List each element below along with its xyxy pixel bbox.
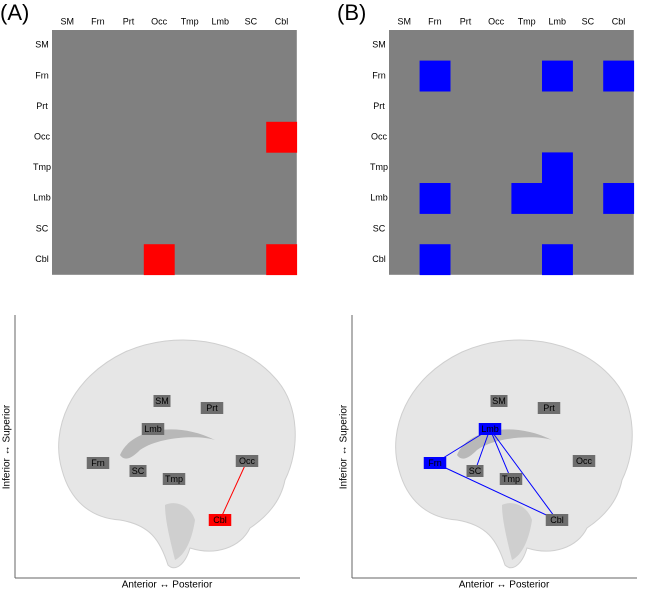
row-label: Frn [372, 70, 386, 80]
column-label: Lmb [549, 16, 567, 26]
matrix-background [52, 30, 297, 275]
y-axis-label: Inferior ↔ Superior [339, 404, 350, 489]
brainstem [502, 503, 532, 560]
node-label: Prt [543, 403, 555, 413]
node-label: Frn [91, 458, 105, 468]
node-box [153, 395, 171, 407]
row-label: Prt [36, 101, 48, 111]
matrix-cell [143, 244, 175, 276]
matrix-cell [603, 183, 635, 214]
row-label: Lmb [33, 193, 51, 203]
node-label: SM [492, 396, 506, 406]
row-label: SM [35, 40, 49, 50]
node-label: Occ [239, 456, 256, 466]
node-box [235, 455, 259, 467]
node-box [208, 514, 232, 526]
column-label: Cbl [612, 16, 626, 26]
node-box [545, 514, 569, 526]
row-label: SM [372, 40, 386, 50]
y-axis-label: Inferior ↔ Superior [2, 404, 13, 489]
edge [434, 462, 558, 521]
row-label: Cbl [372, 254, 386, 264]
column-label: Lmb [212, 16, 230, 26]
row-label: Tmp [370, 162, 388, 172]
row-label: Prt [373, 101, 385, 111]
edge [489, 428, 512, 480]
matrix-cell [419, 244, 451, 276]
row-label: Cbl [35, 254, 49, 264]
brain [58, 339, 296, 569]
node-label: Lmb [144, 424, 162, 434]
row-label: Lmb [370, 193, 388, 203]
matrix-cell [266, 121, 298, 153]
row-label: SC [373, 223, 386, 233]
column-label: Prt [123, 16, 135, 26]
node-label: Tmp [502, 474, 520, 484]
brain-outline [395, 339, 633, 569]
edge [219, 460, 248, 521]
panel-label: (A) [0, 0, 29, 25]
row-label: Tmp [33, 162, 51, 172]
brain [395, 339, 633, 569]
node-box [162, 473, 186, 485]
node-label: SC [132, 466, 145, 476]
column-label: SC [245, 16, 258, 26]
node-box [200, 402, 224, 414]
column-label: Occ [488, 16, 505, 26]
edge [489, 428, 558, 521]
panel-label: (B) [337, 0, 366, 25]
column-label: SC [582, 16, 595, 26]
node-label: Lmb [481, 424, 499, 434]
edge [474, 428, 491, 472]
column-label: SM [61, 16, 75, 26]
node-box [572, 455, 596, 467]
node-label: Prt [206, 403, 218, 413]
node-box [86, 457, 110, 469]
x-axis-label: Anterior ↔ Posterior [122, 580, 213, 590]
column-label: Frn [91, 16, 105, 26]
row-label: Occ [371, 131, 388, 141]
column-label: Tmp [181, 16, 199, 26]
x-axis-label: Anterior ↔ Posterior [459, 580, 550, 590]
column-label: Prt [460, 16, 472, 26]
matrix-cell [419, 183, 451, 214]
node-box [499, 473, 523, 485]
matrix-cell [603, 60, 635, 92]
node-label: SM [155, 396, 169, 406]
brain-outline [58, 339, 296, 569]
column-label: Occ [151, 16, 168, 26]
column-label: Tmp [518, 16, 536, 26]
node-label: Cbl [213, 515, 227, 525]
matrix-cell [542, 60, 573, 92]
node-box [141, 423, 165, 435]
matrix-cell [542, 152, 573, 184]
node-label: Tmp [165, 474, 183, 484]
node-box [423, 457, 447, 469]
matrix-cell [542, 244, 573, 276]
column-label: SM [398, 16, 412, 26]
node-label: Frn [428, 458, 442, 468]
node-box [537, 402, 561, 414]
node-box [129, 465, 147, 477]
node-label: Occ [576, 456, 593, 466]
brainstem [165, 503, 195, 560]
node-label: SC [469, 466, 482, 476]
matrix-cell [542, 183, 573, 214]
node-box [478, 423, 502, 435]
brain-ventricle [120, 429, 215, 459]
node-label: Cbl [550, 515, 564, 525]
node-box [466, 465, 484, 477]
matrix-cell [266, 244, 298, 276]
matrix-cell [419, 60, 451, 92]
row-label: SC [36, 223, 49, 233]
row-label: Frn [35, 70, 49, 80]
column-label: Frn [428, 16, 442, 26]
brain-ventricle [457, 429, 552, 459]
column-label: Cbl [275, 16, 289, 26]
node-box [490, 395, 508, 407]
row-label: Occ [34, 131, 51, 141]
matrix-cell [511, 183, 543, 214]
